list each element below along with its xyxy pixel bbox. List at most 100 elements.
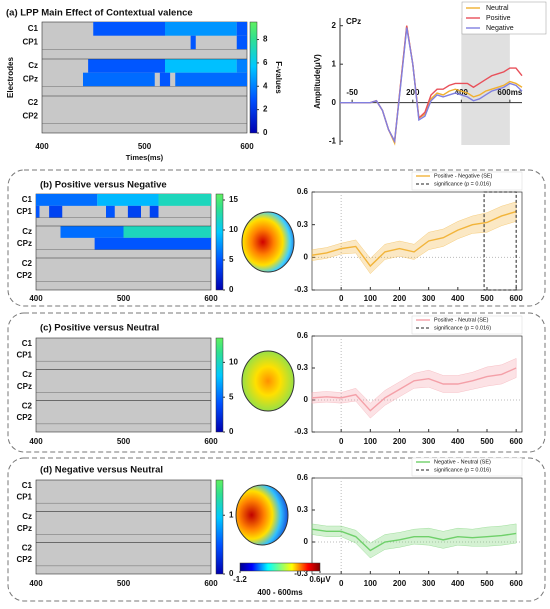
legend-label: significance (p = 0.016) — [434, 467, 491, 473]
panel-frame — [7, 312, 546, 453]
x-tick-label: -50 — [346, 88, 358, 97]
row-label: C1 — [28, 24, 39, 33]
x-axis-label: Times(ms) — [126, 153, 164, 162]
heat-cell — [236, 35, 247, 50]
x-tick-label: 500 — [480, 579, 494, 588]
colorbar-tick-label: 2 — [263, 105, 268, 114]
row-label: CP2 — [16, 271, 32, 280]
legend-label: Negative — [486, 25, 514, 32]
topo-colorbar-tick-label: 0.6μV — [309, 575, 331, 584]
row-label: C2 — [22, 402, 33, 411]
colorbar-tick-label: 0 — [263, 128, 268, 137]
legend-label: significance (p = 0.016) — [434, 181, 491, 187]
series-line — [311, 528, 517, 552]
x-tick-label: 0 — [339, 437, 344, 446]
colorbar-label: F-values — [274, 61, 283, 94]
heat-cell — [190, 35, 196, 50]
x-tick-label: 400 — [35, 142, 49, 151]
legend-label: Negative - Neutral (SE) — [434, 459, 491, 465]
row-label: CP1 — [16, 350, 32, 359]
row-label: Cz — [22, 370, 32, 379]
topo-window-label: 400 - 600ms — [257, 588, 303, 597]
colorbar-tick-label: 15 — [229, 195, 238, 204]
x-tick-label: 400 — [451, 294, 465, 303]
chart-title: CPz — [346, 17, 361, 26]
se-band — [311, 358, 517, 419]
heat-cell — [123, 226, 211, 238]
row-label: CP1 — [16, 207, 32, 216]
heat-cell — [165, 22, 237, 36]
row-label: CP2 — [16, 413, 32, 422]
panel-title: (a) LPP Main Effect of Contextual valenc… — [6, 8, 193, 19]
x-tick-label: 300 — [422, 294, 436, 303]
x-tick-label: 600ms — [497, 88, 522, 97]
legend-frame — [411, 315, 523, 335]
legend-label: Positive - Negative (SE) — [434, 173, 493, 179]
heat-cell — [93, 22, 165, 36]
panel-title: (b) Positive versus Negative — [40, 180, 167, 191]
row-label: C1 — [22, 339, 33, 348]
x-tick-label: 600 — [240, 142, 254, 151]
heat-cell — [36, 194, 98, 206]
row-label: CP2 — [16, 555, 32, 564]
colorbar — [215, 337, 224, 433]
colorbar-tick-label: 6 — [263, 58, 268, 67]
y-tick-label: -1 — [329, 136, 337, 145]
x-tick-label: 300 — [422, 579, 436, 588]
row-label: CP1 — [16, 492, 32, 501]
y-tick-label: 0 — [304, 395, 309, 404]
row-label: C2 — [22, 259, 33, 268]
colorbar — [215, 193, 224, 291]
colorbar-tick-label: 8 — [263, 35, 268, 44]
y-tick-label: 0.6 — [297, 473, 309, 482]
x-tick-label: 600 — [204, 294, 218, 303]
plot-frame — [311, 335, 523, 433]
y-tick-label: 2 — [332, 21, 337, 30]
row-label: CPz — [23, 75, 38, 84]
colorbar-tick-label: 4 — [263, 81, 268, 90]
x-tick-label: 200 — [393, 294, 407, 303]
x-tick-label: 500 — [117, 579, 131, 588]
y-tick-label: 1 — [332, 59, 337, 68]
heat-cell — [175, 72, 247, 87]
topomap — [235, 211, 295, 546]
heat-cell — [83, 72, 155, 87]
heat-cell — [36, 205, 40, 218]
y-tick-label: -0.3 — [294, 427, 308, 436]
x-tick-label: 400 — [29, 437, 43, 446]
row-label: CPz — [17, 382, 32, 391]
row-label: C1 — [22, 481, 33, 490]
y-tick-label: 0.3 — [297, 220, 309, 229]
x-tick-label: 400 — [451, 437, 465, 446]
row-label: C1 — [22, 195, 33, 204]
panel-frame — [7, 169, 546, 307]
heat-cell — [88, 59, 165, 73]
colorbar-tick-label: 5 — [229, 255, 234, 264]
significance-box — [483, 191, 517, 291]
legend-label: Positive — [486, 15, 511, 22]
heat-cell — [236, 22, 247, 36]
y-axis-label: Amplitude(μV) — [313, 54, 322, 109]
colorbar-tick-label: 10 — [229, 357, 238, 366]
y-axis-label: Electrodes — [6, 56, 15, 97]
y-tick-label: -0.3 — [294, 285, 308, 294]
y-tick-label: 0 — [332, 98, 337, 107]
shaded-window — [461, 18, 510, 145]
row-label: CPz — [17, 239, 32, 248]
series-line — [340, 27, 523, 144]
series-line — [311, 367, 517, 412]
x-tick-label: 400 — [455, 88, 469, 97]
x-tick-label: 500 — [480, 294, 494, 303]
colorbar-tick-label: 0 — [229, 569, 234, 578]
x-tick-label: 0 — [339, 294, 344, 303]
panel-title: (d) Negative versus Neutral — [40, 465, 163, 476]
series-line — [311, 210, 517, 268]
x-tick-label: 0 — [339, 579, 344, 588]
row-label: Cz — [28, 61, 38, 70]
panel-title: (c) Positive versus Neutral — [40, 323, 159, 334]
x-tick-label: 600 — [509, 437, 523, 446]
heatmap-bg — [35, 479, 212, 575]
x-tick-label: 200 — [393, 437, 407, 446]
y-tick-label: 0.6 — [297, 187, 309, 196]
x-tick-label: 600 — [204, 437, 218, 446]
